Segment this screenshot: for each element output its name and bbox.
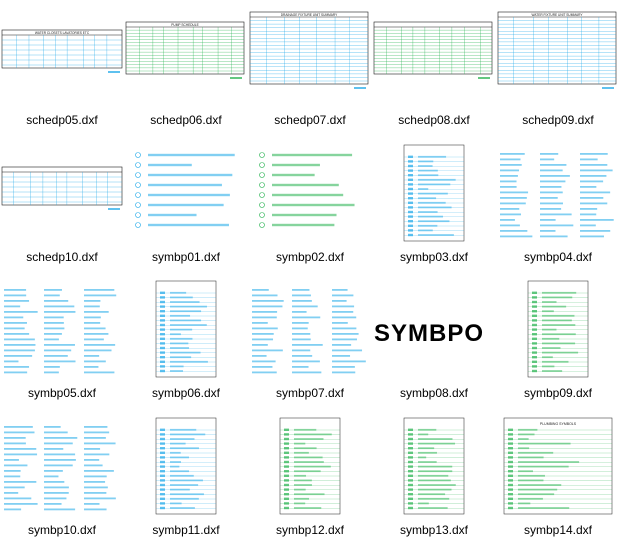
- dxf-preview-drawing: [1, 166, 123, 210]
- dxf-preview-image[interactable]: [0, 137, 124, 247]
- file-name-label[interactable]: symbp12.dxf: [275, 523, 345, 537]
- file-thumbnail-item[interactable]: symbp04.dxf: [496, 137, 620, 274]
- dxf-preview-image[interactable]: [248, 137, 372, 247]
- dxf-preview-drawing: [500, 153, 614, 238]
- file-name-label[interactable]: symbp08.dxf: [399, 386, 469, 400]
- dxf-preview-image[interactable]: [372, 137, 496, 247]
- dxf-preview-image[interactable]: PLUMBING SYMBOLS: [496, 410, 620, 520]
- file-name-label[interactable]: symbp02.dxf: [275, 250, 345, 264]
- dxf-preview-image[interactable]: [496, 273, 620, 383]
- file-thumbnail-item[interactable]: DRAINAGE FIXTURE UNIT SUMMARY schedp07.dx…: [248, 0, 372, 137]
- svg-text:PUMP SCHEDULE: PUMP SCHEDULE: [171, 23, 198, 27]
- file-thumbnail-item[interactable]: PLUMBING SYMBOLS symbp14.dxf: [496, 410, 620, 547]
- file-thumbnail-item[interactable]: symbp11.dxf: [124, 410, 248, 547]
- dxf-preview-image[interactable]: PUMP SCHEDULE: [124, 0, 248, 110]
- dxf-preview-drawing: [252, 289, 366, 374]
- file-thumbnail-item[interactable]: schedp08.dxf: [372, 0, 496, 137]
- dxf-preview-drawing: [4, 426, 116, 511]
- file-name-label[interactable]: symbp13.dxf: [399, 523, 469, 537]
- file-thumbnail-item[interactable]: symbp07.dxf: [248, 273, 372, 410]
- dxf-preview-drawing: PUMP SCHEDULE: [125, 21, 245, 79]
- file-name-label[interactable]: symbp05.dxf: [27, 386, 97, 400]
- file-thumbnail-item[interactable]: schedp10.dxf: [0, 137, 124, 274]
- file-thumbnail-item[interactable]: SYMBPO symbp08.dxf: [372, 273, 496, 410]
- dxf-preview-image[interactable]: [248, 410, 372, 520]
- dxf-preview-drawing: [155, 280, 217, 378]
- file-name-label[interactable]: symbp06.dxf: [151, 386, 221, 400]
- dxf-preview-image[interactable]: SYMBPO: [372, 273, 496, 383]
- file-thumbnail-item[interactable]: symbp03.dxf: [372, 137, 496, 274]
- svg-text:WATER FIXTURE UNIT SUMMARY: WATER FIXTURE UNIT SUMMARY: [531, 13, 583, 17]
- file-name-label[interactable]: schedp09.dxf: [522, 113, 594, 127]
- dxf-preview-image[interactable]: [124, 137, 248, 247]
- file-thumbnail-item[interactable]: symbp05.dxf: [0, 273, 124, 410]
- dxf-preview-drawing: PLUMBING SYMBOLS: [503, 417, 613, 515]
- file-thumbnail-item[interactable]: symbp06.dxf: [124, 273, 248, 410]
- svg-text:DRAINAGE FIXTURE UNIT SUMMARY: DRAINAGE FIXTURE UNIT SUMMARY: [281, 13, 338, 17]
- dxf-preview-drawing: [155, 417, 217, 515]
- dxf-preview-image[interactable]: [124, 410, 248, 520]
- file-name-label[interactable]: symbp01.dxf: [151, 250, 221, 264]
- dxf-preview-image[interactable]: [372, 0, 496, 110]
- file-thumbnail-item[interactable]: symbp10.dxf: [0, 410, 124, 547]
- dxf-preview-drawing: [527, 280, 589, 378]
- file-name-label[interactable]: symbp09.dxf: [523, 386, 593, 400]
- file-name-label[interactable]: schedp08.dxf: [398, 113, 470, 127]
- file-name-label[interactable]: schedp07.dxf: [274, 113, 346, 127]
- file-thumbnail-item[interactable]: WATER FIXTURE UNIT SUMMARY schedp09.dxf: [496, 0, 620, 137]
- file-name-label[interactable]: schedp10.dxf: [26, 250, 98, 264]
- dxf-preview-drawing: DRAINAGE FIXTURE UNIT SUMMARY: [249, 11, 369, 89]
- file-thumbnail-item[interactable]: PUMP SCHEDULE schedp06.dxf: [124, 0, 248, 137]
- dxf-preview-image[interactable]: [0, 273, 124, 383]
- dxf-preview-drawing: [259, 152, 355, 228]
- file-thumbnail-item[interactable]: symbp12.dxf: [248, 410, 372, 547]
- file-thumbnail-item[interactable]: symbp02.dxf: [248, 137, 372, 274]
- dxf-preview-image[interactable]: DRAINAGE FIXTURE UNIT SUMMARY: [248, 0, 372, 110]
- dxf-preview-drawing: WATER FIXTURE UNIT SUMMARY: [497, 11, 617, 89]
- file-thumbnail-item[interactable]: symbp01.dxf: [124, 137, 248, 274]
- dxf-preview-image[interactable]: [124, 273, 248, 383]
- file-thumbnail-item[interactable]: symbp13.dxf: [372, 410, 496, 547]
- dxf-preview-image[interactable]: [248, 273, 372, 383]
- dxf-preview-image[interactable]: WATER FIXTURE UNIT SUMMARY: [496, 0, 620, 110]
- file-name-label[interactable]: schedp06.dxf: [150, 113, 222, 127]
- dxf-preview-drawing: SYMBPO: [374, 320, 484, 347]
- svg-text:PLUMBING SYMBOLS: PLUMBING SYMBOLS: [540, 422, 577, 426]
- file-thumbnail-item[interactable]: WATER CLOSETS LAVATORIES ETC schedp05.dxf: [0, 0, 124, 137]
- dxf-preview-drawing: [403, 144, 465, 242]
- dxf-preview-image[interactable]: [496, 137, 620, 247]
- svg-text:SYMBPO: SYMBPO: [374, 320, 484, 347]
- dxf-preview-drawing: [279, 417, 341, 515]
- file-thumbnail-item[interactable]: symbp09.dxf: [496, 273, 620, 410]
- svg-text:WATER CLOSETS LAVATORIES ETC: WATER CLOSETS LAVATORIES ETC: [35, 31, 90, 35]
- file-name-label[interactable]: symbp07.dxf: [275, 386, 345, 400]
- dxf-preview-drawing: [135, 152, 235, 228]
- file-name-label[interactable]: symbp11.dxf: [152, 523, 220, 537]
- dxf-preview-image[interactable]: [0, 410, 124, 520]
- file-name-label[interactable]: symbp14.dxf: [523, 523, 593, 537]
- dxf-preview-image[interactable]: WATER CLOSETS LAVATORIES ETC: [0, 0, 124, 110]
- file-name-label[interactable]: symbp04.dxf: [523, 250, 593, 264]
- dxf-preview-drawing: WATER CLOSETS LAVATORIES ETC: [1, 29, 123, 73]
- file-name-label[interactable]: symbp10.dxf: [27, 523, 97, 537]
- dxf-preview-drawing: [373, 21, 493, 79]
- file-name-label[interactable]: schedp05.dxf: [26, 113, 98, 127]
- dxf-preview-image[interactable]: [372, 410, 496, 520]
- dxf-preview-drawing: [403, 417, 465, 515]
- file-name-label[interactable]: symbp03.dxf: [399, 250, 469, 264]
- dxf-preview-drawing: [4, 289, 117, 374]
